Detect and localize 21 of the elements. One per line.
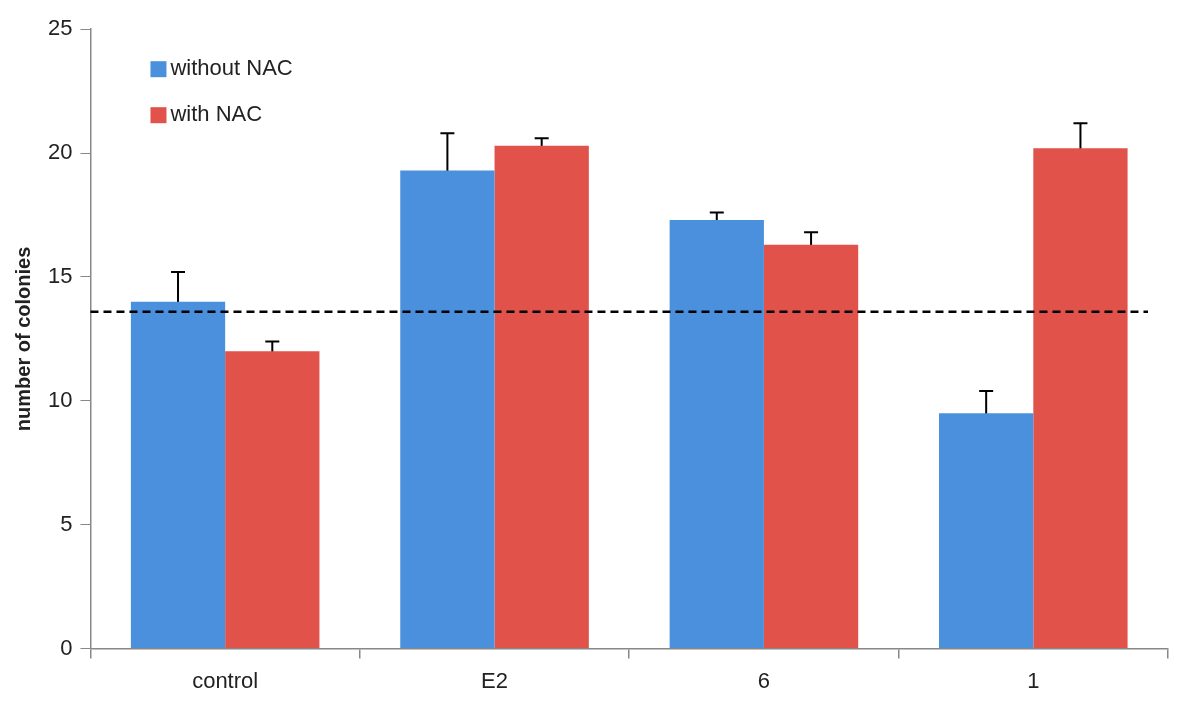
y-axis-title: number of colonies — [11, 246, 34, 432]
legend-label: with NAC — [169, 101, 263, 127]
y-tick-label: 25 — [47, 15, 73, 41]
x-tick-label: 6 — [757, 667, 771, 693]
bar — [939, 413, 1034, 649]
bar — [669, 219, 764, 649]
y-tick-label: 10 — [47, 386, 73, 412]
bar — [225, 351, 320, 649]
x-tick-label: E2 — [481, 667, 509, 693]
y-tick-label: 20 — [47, 139, 73, 165]
x-tick-label: 1 — [1027, 667, 1040, 693]
y-tick-label: 15 — [47, 263, 73, 289]
bar — [130, 301, 226, 649]
bar — [494, 145, 589, 649]
bar — [400, 170, 495, 649]
bar — [763, 244, 859, 649]
bar — [1033, 148, 1128, 649]
y-tick-label: 0 — [60, 634, 73, 660]
x-tick-label: control — [192, 667, 259, 693]
legend-label: without NAC — [169, 55, 293, 81]
y-tick-label: 5 — [60, 510, 73, 536]
